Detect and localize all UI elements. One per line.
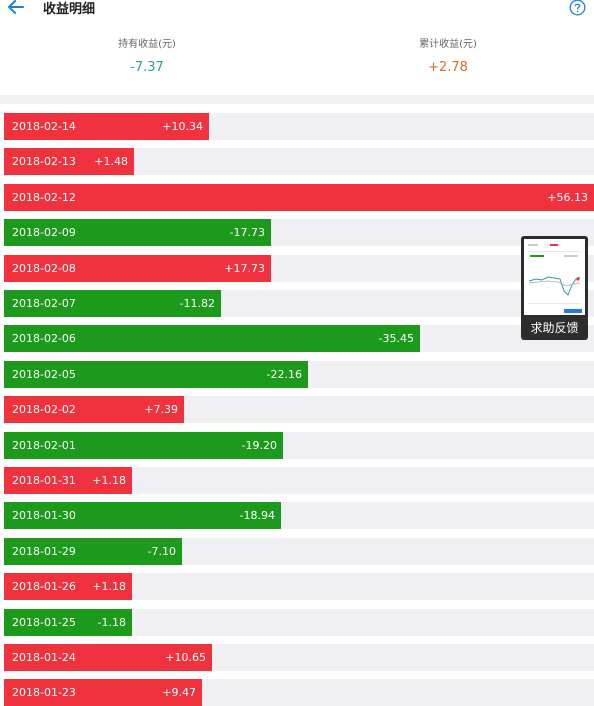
row-value: -22.16 xyxy=(266,367,302,381)
row-date: 2018-01-31 xyxy=(12,474,76,487)
row-value: +10.34 xyxy=(162,120,203,133)
earnings-row: 2018-02-07 -11.82 xyxy=(4,290,594,317)
row-value: -17.73 xyxy=(229,226,265,240)
row-date: 2018-01-24 xyxy=(12,651,76,664)
earnings-row: 2018-01-25 -1.18 xyxy=(4,608,594,636)
cumulative-earnings-value: +2.78 xyxy=(428,60,468,75)
loss-bar: 2018-01-25 -1.18 xyxy=(4,608,132,636)
row-value: +1.48 xyxy=(94,155,128,169)
feedback-label: 求助反馈 xyxy=(530,321,579,335)
row-date: 2018-02-06 xyxy=(12,332,76,346)
row-value: -19.20 xyxy=(241,438,277,452)
gain-bar: 2018-01-31 +1.18 xyxy=(4,467,132,494)
row-date: 2018-01-29 xyxy=(12,544,76,558)
row-value: +10.65 xyxy=(165,651,206,664)
row-date: 2018-02-02 xyxy=(12,403,76,417)
row-date: 2018-01-30 xyxy=(12,509,76,523)
earnings-row: 2018-02-12 +56.13 xyxy=(4,183,594,211)
row-date: 2018-02-08 xyxy=(12,261,76,275)
row-date: 2018-01-26 xyxy=(12,580,76,594)
row-value: +1.18 xyxy=(92,580,126,594)
header-bar: 收益明细 xyxy=(0,0,594,20)
row-date: 2018-02-07 xyxy=(12,297,76,310)
holding-earnings: 持有收益(元) -7.37 xyxy=(47,36,247,78)
question-circle-icon[interactable] xyxy=(569,0,586,16)
row-date: 2018-02-14 xyxy=(12,120,76,133)
earnings-row: 2018-02-13 +1.48 xyxy=(4,148,594,176)
gain-bar: 2018-01-23 +9.47 xyxy=(4,679,202,706)
row-date: 2018-02-05 xyxy=(12,367,76,381)
gain-bar: 2018-02-12 +56.13 xyxy=(4,183,594,211)
loss-bar: 2018-02-01 -19.20 xyxy=(4,431,283,459)
earnings-row: 2018-01-30 -18.94 xyxy=(4,502,594,530)
earnings-row: 2018-01-31 +1.18 xyxy=(4,467,594,494)
row-value: -18.94 xyxy=(239,509,275,523)
earnings-row: 2018-02-05 -22.16 xyxy=(4,360,594,388)
earnings-row: 2018-02-08 +17.73 xyxy=(4,254,594,282)
gain-bar: 2018-02-13 +1.48 xyxy=(4,148,134,176)
row-value: -35.45 xyxy=(378,332,414,346)
page-title: 收益明细 xyxy=(43,2,96,17)
row-date: 2018-02-09 xyxy=(12,226,76,240)
row-value: -11.82 xyxy=(179,297,215,310)
row-value: +17.73 xyxy=(224,261,265,275)
loss-bar: 2018-02-07 -11.82 xyxy=(4,290,221,317)
earnings-row: 2018-02-01 -19.20 xyxy=(4,431,594,459)
gain-bar: 2018-02-08 +17.73 xyxy=(4,254,271,282)
row-value: +9.47 xyxy=(162,686,196,700)
loss-bar: 2018-01-29 -7.10 xyxy=(4,537,182,565)
loss-bar: 2018-01-30 -18.94 xyxy=(4,502,281,530)
earnings-row: 2018-01-23 +9.47 xyxy=(4,679,594,706)
gain-bar: 2018-02-02 +7.39 xyxy=(4,396,184,424)
row-value: +7.39 xyxy=(144,403,178,417)
row-date: 2018-02-12 xyxy=(12,190,76,204)
earnings-summary: 持有收益(元) -7.37 累计收益(元) +2.78 xyxy=(0,36,594,94)
earnings-row: 2018-02-06 -35.45 xyxy=(4,325,594,353)
row-value: -1.18 xyxy=(97,615,126,629)
earnings-row: 2018-02-14 +10.34 xyxy=(4,113,594,140)
thumbnail-chart-icon xyxy=(524,239,585,315)
section-divider xyxy=(0,95,594,104)
row-date: 2018-01-23 xyxy=(12,686,76,700)
row-value: +56.13 xyxy=(547,190,588,204)
gain-bar: 2018-01-24 +10.65 xyxy=(4,644,212,671)
feedback-button[interactable]: 求助反馈 xyxy=(521,236,588,340)
loss-bar: 2018-02-09 -17.73 xyxy=(4,219,271,247)
loss-bar: 2018-02-06 -35.45 xyxy=(4,325,420,353)
row-date: 2018-02-01 xyxy=(12,438,76,452)
cumulative-earnings-label: 累计收益(元) xyxy=(419,39,477,50)
earnings-row: 2018-01-29 -7.10 xyxy=(4,537,594,565)
gain-bar: 2018-02-14 +10.34 xyxy=(4,113,209,140)
row-value: +1.18 xyxy=(92,474,126,487)
earnings-row: 2018-02-02 +7.39 xyxy=(4,396,594,424)
feedback-screenshot-thumbnail xyxy=(524,239,585,315)
earnings-row: 2018-02-09 -17.73 xyxy=(4,219,594,247)
row-date: 2018-01-25 xyxy=(12,615,76,629)
earnings-row: 2018-01-26 +1.18 xyxy=(4,573,594,601)
gain-bar: 2018-01-26 +1.18 xyxy=(4,573,132,601)
row-value: -7.10 xyxy=(147,544,176,558)
loss-bar: 2018-02-05 -22.16 xyxy=(4,360,308,388)
cumulative-earnings: 累计收益(元) +2.78 xyxy=(348,36,548,78)
holding-earnings-value: -7.37 xyxy=(130,60,164,75)
row-date: 2018-02-13 xyxy=(12,155,76,169)
earnings-row: 2018-01-24 +10.65 xyxy=(4,644,594,671)
arrow-left-icon[interactable] xyxy=(6,0,26,16)
holding-earnings-label: 持有收益(元) xyxy=(118,39,176,50)
